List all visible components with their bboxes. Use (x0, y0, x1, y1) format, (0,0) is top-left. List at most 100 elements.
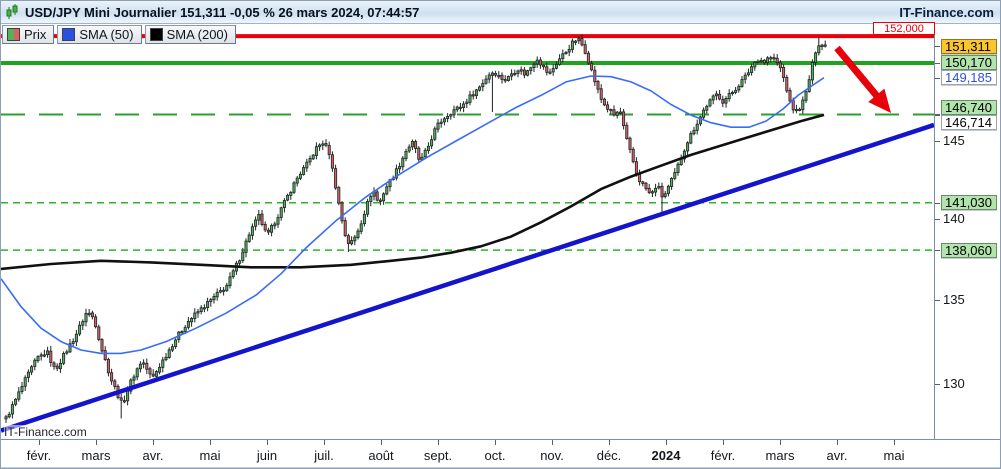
support-trendline[interactable] (1, 122, 934, 433)
legend-label: SMA (50) (79, 27, 134, 42)
candle (385, 183, 389, 196)
candle (206, 297, 210, 312)
candle (356, 228, 360, 240)
candle (494, 70, 498, 78)
x-axis-label-13: mars (765, 448, 795, 463)
candle (250, 223, 254, 240)
legend-button-sma-200[interactable]: SMA (200) (144, 25, 236, 44)
candle (718, 90, 722, 101)
candle (631, 147, 635, 164)
y-tick (935, 114, 940, 116)
candle (577, 36, 581, 44)
legend-button-sma-50[interactable]: SMA (50) (57, 25, 142, 44)
candle (122, 395, 126, 404)
candle (327, 141, 331, 160)
price-candles-swatch (7, 28, 20, 41)
candle (596, 79, 600, 94)
x-tick (324, 440, 325, 445)
x-axis-label-9: nov. (540, 448, 564, 463)
candle (641, 180, 645, 187)
candle (266, 227, 270, 235)
candle (606, 101, 610, 113)
candle (330, 151, 334, 172)
y-tick-label: 130 (943, 375, 965, 391)
candle (430, 135, 434, 149)
candle (804, 90, 808, 104)
candle (343, 217, 347, 237)
sma50-line[interactable] (1, 75, 825, 355)
candle (583, 40, 587, 55)
x-tick (609, 440, 610, 445)
candle (372, 187, 376, 201)
chart-legend: Prix SMA (50) SMA (200) (2, 25, 236, 44)
candle (452, 105, 456, 119)
candle (263, 221, 267, 232)
candle (337, 185, 341, 206)
x-axis-label-3: mai (199, 448, 221, 463)
candle (334, 164, 338, 190)
candle (526, 69, 530, 77)
candle (462, 101, 466, 113)
price-label-level: 141,030 (941, 195, 997, 211)
y-tick (935, 299, 940, 301)
price-label-sma200-value: 146,714 (941, 114, 997, 130)
candle (548, 68, 552, 75)
candle (33, 358, 37, 371)
candle (273, 221, 277, 230)
candle (702, 107, 706, 121)
candle (196, 308, 200, 318)
candle (14, 398, 18, 407)
candle (484, 75, 488, 85)
candle (353, 234, 357, 246)
candle (71, 338, 75, 347)
candle (26, 369, 30, 383)
candle (4, 414, 8, 423)
candle (622, 108, 626, 130)
legend-button-prix[interactable]: Prix (2, 25, 55, 44)
candle (135, 367, 139, 381)
candle (535, 56, 539, 68)
candle (52, 361, 56, 370)
candle (193, 308, 197, 323)
x-axis-label-8: oct. (484, 448, 506, 463)
candle (666, 184, 670, 197)
candle (174, 338, 178, 350)
candle (785, 74, 789, 94)
candle (436, 119, 440, 133)
candle (215, 288, 219, 301)
candle (625, 122, 629, 140)
candle (279, 206, 283, 221)
candle (657, 182, 661, 190)
chart-plot-area[interactable]: Prix SMA (50) SMA (200) 152,000 IT-Finance… (1, 22, 935, 439)
y-tick (935, 383, 940, 385)
bearish-arrow-annotation[interactable] (834, 45, 891, 113)
candle (350, 236, 354, 246)
time-axis[interactable]: févr. mars avr. mai juin juil. août sept. oct. no… (1, 439, 1000, 468)
candle (510, 69, 514, 81)
candle (170, 343, 174, 353)
brand-link[interactable]: IT-Finance.com (899, 4, 994, 20)
x-axis-label-2: avr. (142, 448, 164, 463)
sma200-line[interactable] (1, 113, 825, 271)
candle (231, 268, 235, 279)
candle (212, 293, 216, 304)
candle (788, 87, 792, 104)
chart-canvas[interactable] (1, 24, 934, 439)
candle (90, 310, 94, 320)
candle (97, 324, 101, 342)
candle (778, 60, 782, 73)
price-axis[interactable]: 145 140 135 130 151,311 150,170 149,185 146,740… (934, 24, 1000, 439)
candle (225, 282, 229, 293)
candle (561, 49, 565, 63)
candle (446, 113, 450, 123)
candle (506, 75, 510, 82)
price-label-sma50-value: 149,185 (941, 70, 997, 86)
candle (375, 189, 379, 202)
candle (650, 189, 654, 198)
candle (311, 154, 315, 160)
candle (724, 96, 728, 108)
candle (558, 54, 562, 66)
candle (615, 111, 619, 119)
candle (465, 98, 469, 108)
candle (497, 71, 501, 79)
